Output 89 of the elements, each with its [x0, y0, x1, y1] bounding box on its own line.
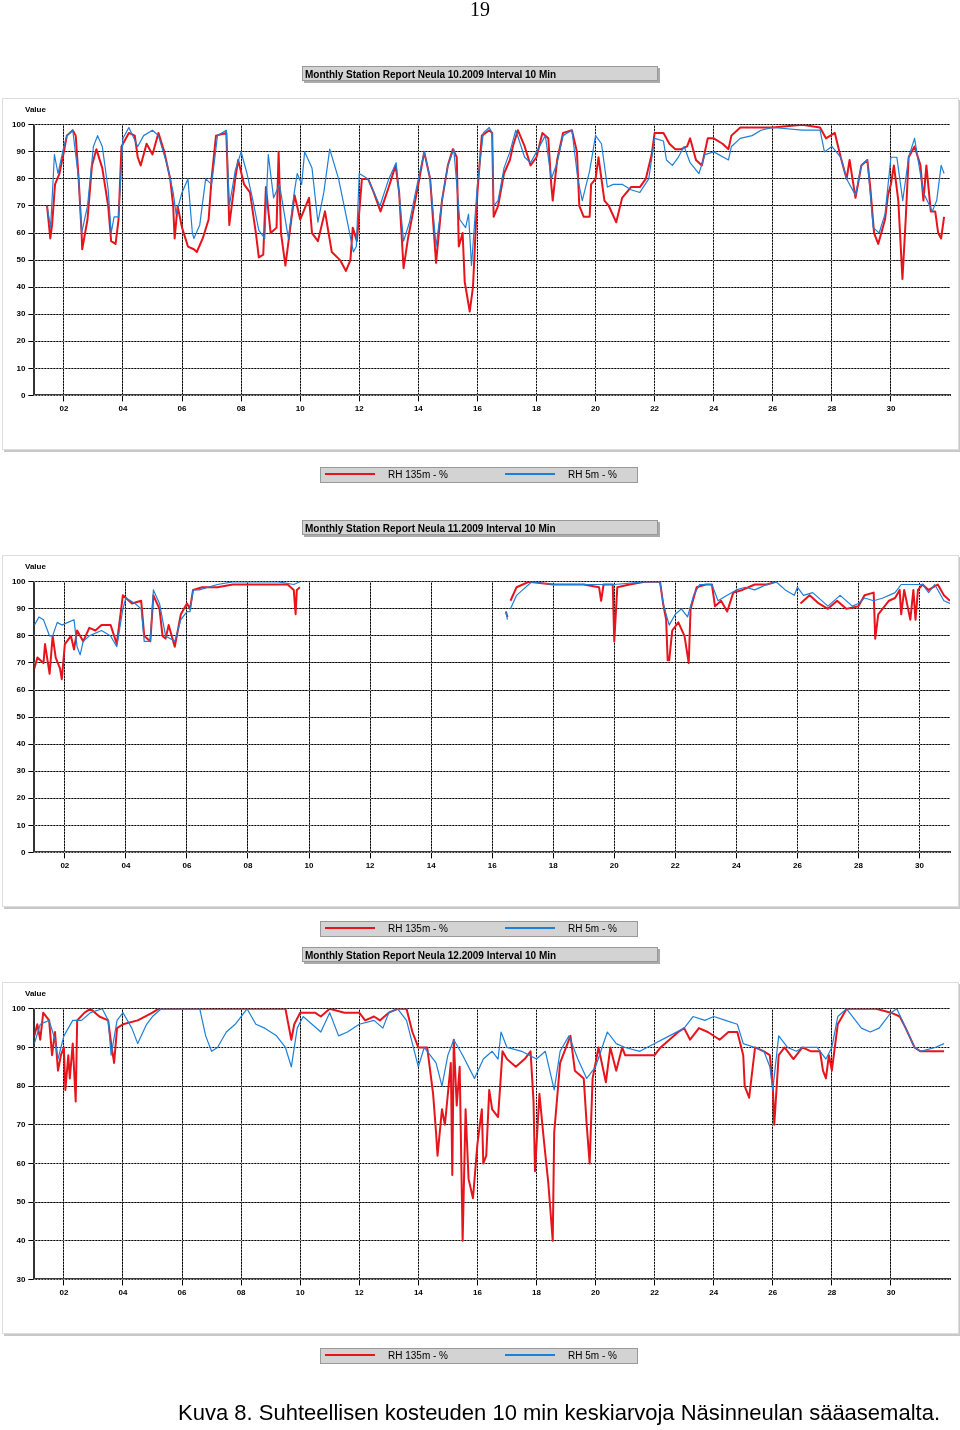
x-tick-label: 26 — [792, 861, 803, 871]
x-tick-label: 18 — [548, 861, 559, 871]
legend-label: RH 5m - % — [568, 1349, 617, 1363]
text: Kuva 8. Suhteellisen kosteuden 10 min keskiarvoja Näsinneulan sääasemalta. — [177, 1400, 940, 1426]
x-tick-label: 22 — [650, 404, 660, 414]
x-tick-label: 08 — [236, 404, 247, 414]
x-tick-label: 30 — [886, 1288, 896, 1298]
x-tick-label: 04 — [118, 1288, 128, 1298]
y-tick-label: 100 — [11, 120, 26, 129]
x-tick-label: 12 — [365, 861, 376, 871]
x-tick-label: 30 — [915, 861, 925, 871]
y-tick-label: 40 — [16, 1235, 26, 1245]
x-tick-label: 10 — [304, 861, 315, 871]
y-tick-label: 30 — [16, 309, 26, 319]
x-tick-label: 10 — [295, 1288, 306, 1298]
y-tick-label: 20 — [16, 793, 26, 803]
y-tick-label: 30 — [16, 766, 26, 776]
x-tick-label: 12 — [354, 404, 365, 414]
x-tick-label: 14 — [413, 1288, 424, 1298]
y-tick-label: 10 — [16, 363, 26, 373]
y-tick-label: 60 — [16, 228, 26, 238]
y-tick-label: 0 — [20, 390, 26, 400]
x-tick-label: 16 — [487, 861, 498, 871]
y-tick-label: 90 — [16, 1042, 26, 1052]
x-tick-label: 14 — [413, 404, 424, 414]
x-tick-label: 20 — [609, 861, 620, 871]
y-tick-label: 50 — [16, 712, 26, 722]
y-tick-label: 50 — [16, 1197, 26, 1207]
legend-label: RH 135m - % — [388, 922, 449, 936]
y-tick-label: 70 — [16, 1119, 26, 1129]
y-tick-label: 40 — [16, 739, 26, 749]
y-tick-label: 20 — [16, 336, 26, 346]
y-tick-label: 80 — [16, 174, 26, 184]
x-tick-label: 20 — [591, 1288, 601, 1298]
x-tick-label: 16 — [472, 404, 483, 414]
x-tick-label: 30 — [886, 404, 896, 414]
y-tick-label: 90 — [16, 604, 26, 614]
x-tick-label: 24 — [709, 1288, 719, 1298]
text: 19 — [469, 0, 491, 21]
x-tick-label: 08 — [243, 861, 253, 871]
y-axis-title: Value — [25, 562, 46, 571]
legend-label: RH 5m - % — [568, 468, 617, 482]
chart-title: Monthly Station Report Neula 12.2009 Interval 10 Min — [302, 947, 658, 962]
y-tick-label: 100 — [11, 577, 26, 586]
y-axis-title: Value — [25, 105, 46, 114]
y-tick-label: 80 — [16, 631, 26, 641]
y-tick-label: 70 — [16, 201, 26, 211]
x-tick-label: 08 — [236, 1288, 247, 1298]
x-tick-label: 28 — [827, 404, 837, 414]
x-tick-label: 28 — [827, 1288, 837, 1298]
y-tick-label: 70 — [16, 658, 26, 668]
x-tick-label: 06 — [177, 404, 188, 414]
y-tick-label: 40 — [16, 282, 26, 292]
x-tick-label: 26 — [768, 1288, 778, 1298]
x-tick-label: 12 — [354, 1288, 365, 1298]
y-tick-label: 60 — [16, 1158, 26, 1168]
x-tick-label: 22 — [670, 861, 681, 871]
x-tick-label: 24 — [731, 861, 742, 871]
y-tick-label: 100 — [11, 1004, 26, 1013]
x-tick-label: 02 — [60, 861, 70, 871]
x-tick-label: 02 — [59, 404, 69, 414]
legend-label: RH 5m - % — [568, 922, 617, 936]
chart-title: Monthly Station Report Neula 11.2009 Interval 10 Min — [302, 520, 658, 535]
legend-label: RH 135m - % — [388, 468, 449, 482]
x-tick-label: 04 — [118, 404, 128, 414]
y-tick-label: 10 — [16, 820, 26, 830]
x-tick-label: 16 — [472, 1288, 483, 1298]
x-tick-label: 20 — [591, 404, 601, 414]
y-tick-label: 80 — [16, 1081, 26, 1091]
x-tick-label: 26 — [768, 404, 778, 414]
chart-title: Monthly Station Report Neula 10.2009 Interval 10 Min — [302, 66, 658, 81]
y-tick-label: 90 — [16, 147, 26, 157]
x-tick-label: 18 — [532, 1288, 542, 1298]
y-tick-label: 30 — [16, 1274, 26, 1284]
x-tick-label: 24 — [709, 404, 719, 414]
x-tick-label: 02 — [59, 1288, 69, 1298]
x-tick-label: 14 — [426, 861, 437, 871]
x-tick-label: 10 — [295, 404, 306, 414]
y-tick-label: 60 — [16, 685, 26, 695]
x-tick-label: 06 — [182, 861, 192, 871]
legend-label: RH 135m - % — [388, 1349, 449, 1363]
x-tick-label: 04 — [121, 861, 131, 871]
x-tick-label: 28 — [853, 861, 864, 871]
y-tick-label: 0 — [20, 847, 26, 857]
y-axis-title: Value — [25, 989, 46, 998]
y-tick-label: 50 — [16, 255, 26, 265]
x-tick-label: 06 — [177, 1288, 188, 1298]
x-tick-label: 22 — [650, 1288, 660, 1298]
x-tick-label: 18 — [532, 404, 542, 414]
